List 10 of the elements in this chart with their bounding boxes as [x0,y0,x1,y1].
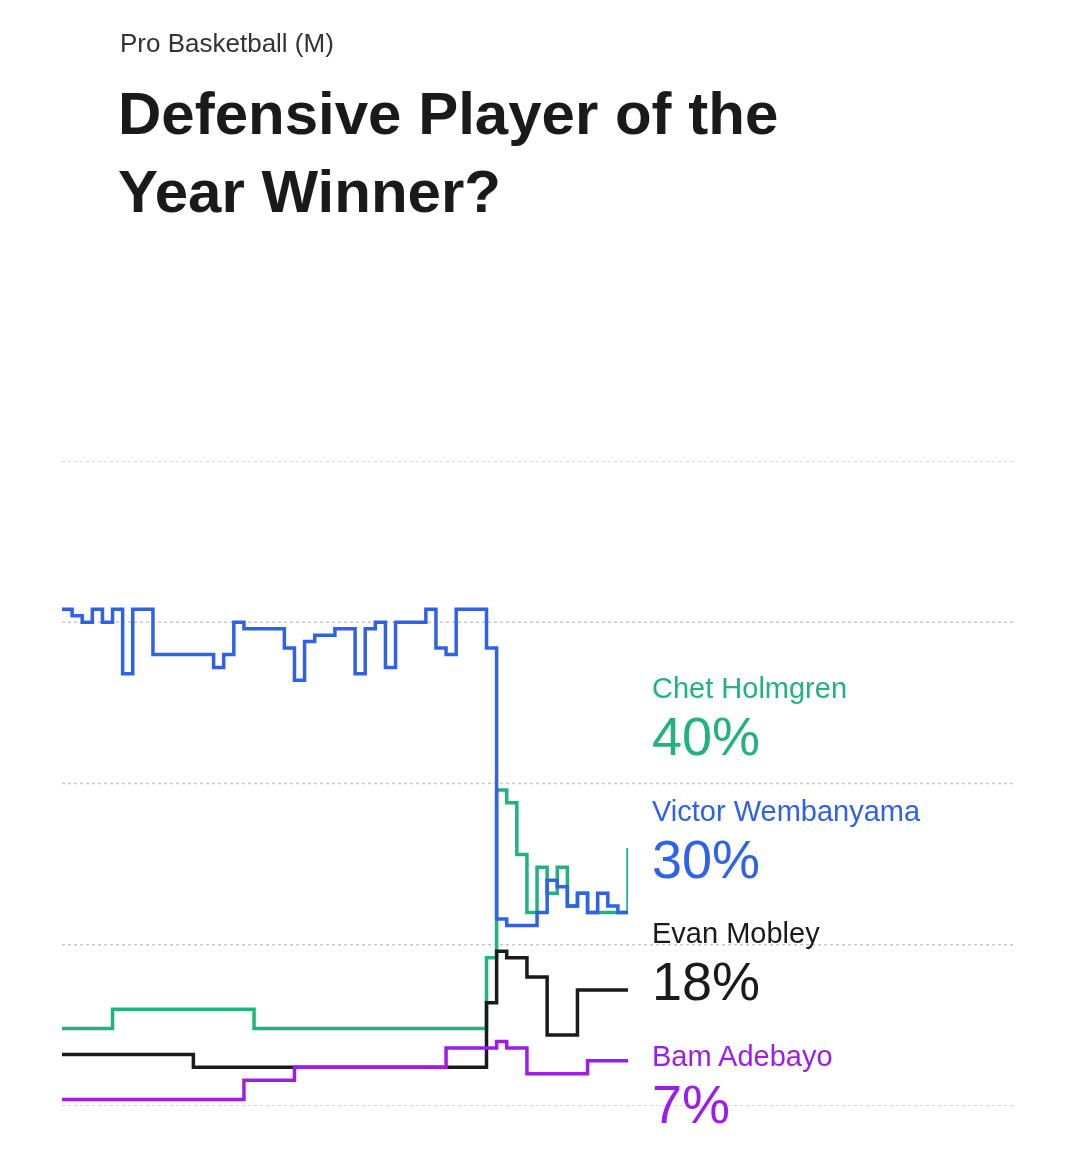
chart-title: Defensive Player of the Year Winner? [118,80,779,225]
chart-subtitle: Pro Basketball (M) [120,28,334,58]
data-label: 30% [652,829,761,889]
data-label: 7% [652,1074,731,1134]
text: Victor Wembanyama [652,795,921,827]
series-label: Bam Adebayo [652,1040,833,1072]
text: Chet Holmgren [652,672,848,704]
data-label: 18% [652,951,761,1011]
data-label: 40% [652,706,761,766]
series-label: Evan Mobley [652,917,821,949]
